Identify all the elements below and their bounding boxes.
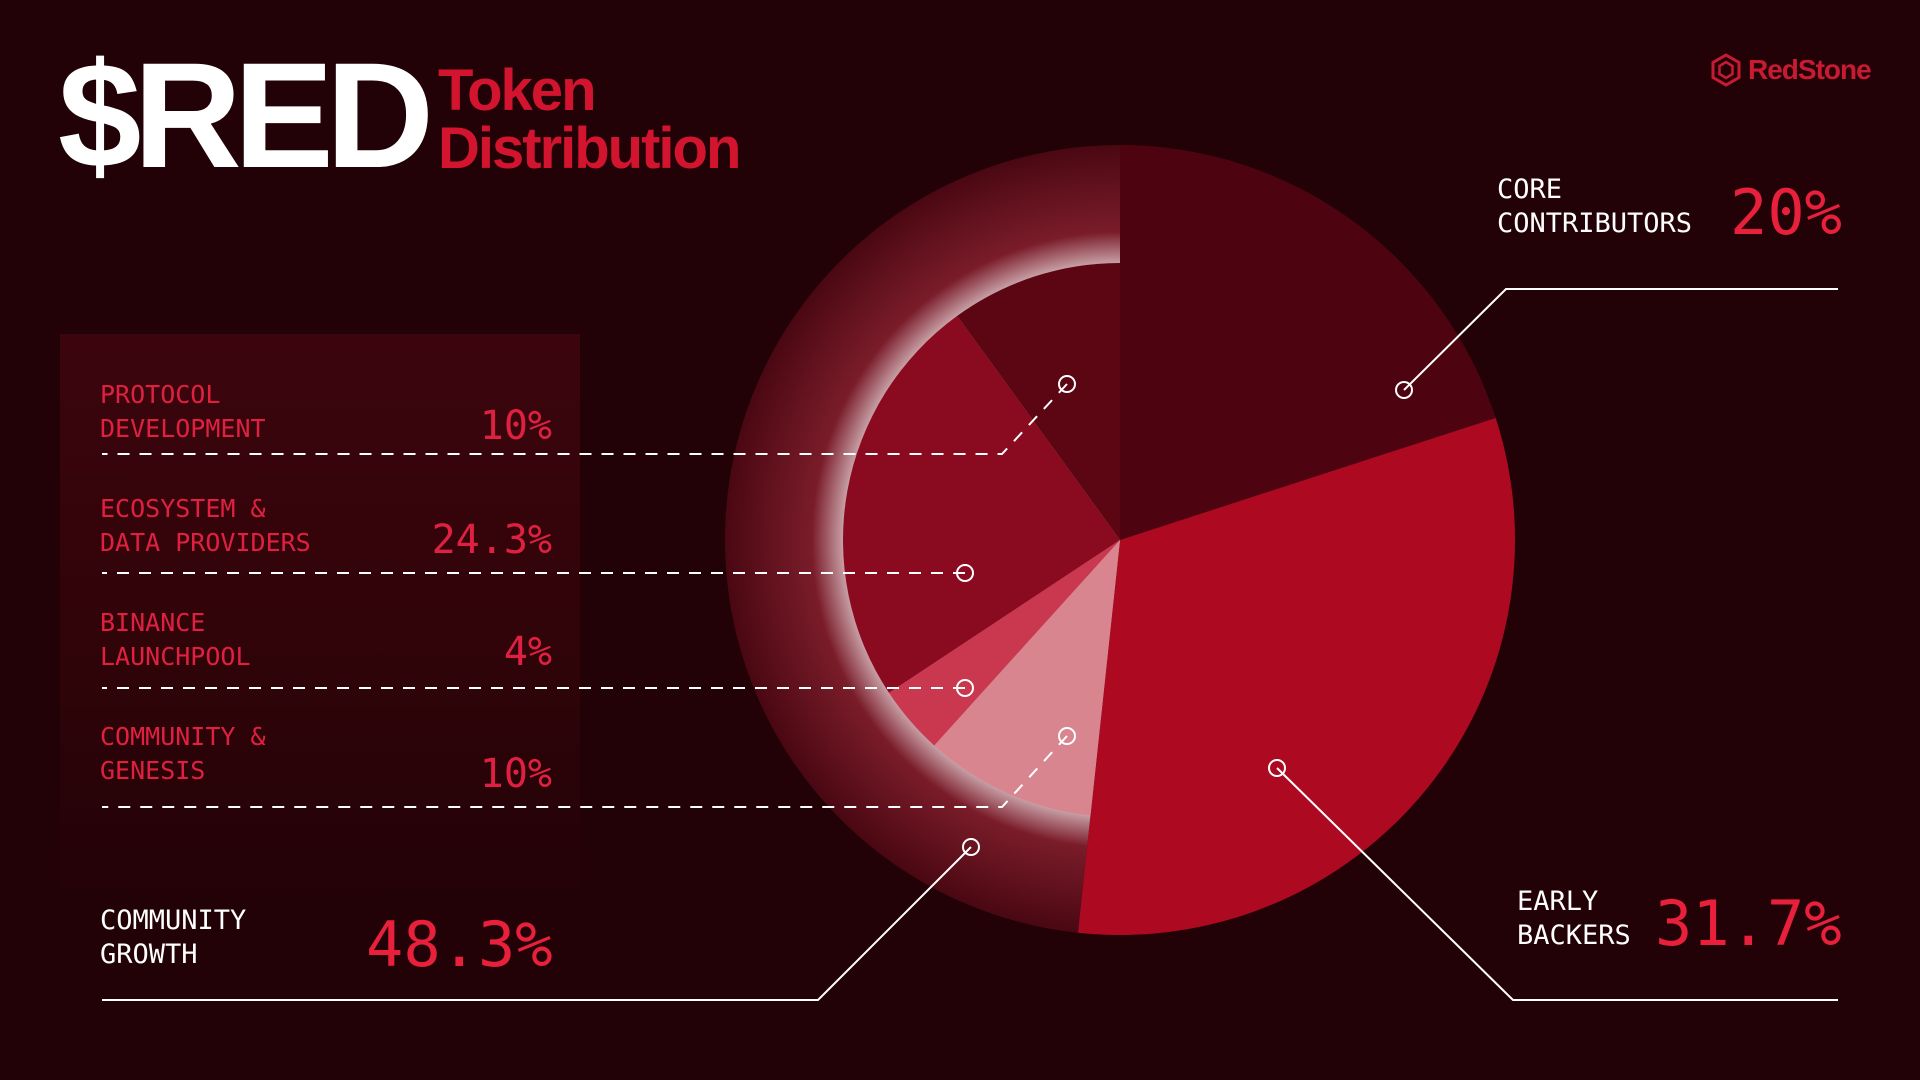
legend-panel xyxy=(60,334,580,894)
legend-pct-binance: 4% xyxy=(503,629,552,675)
legend-label-ecosystem: ECOSYSTEM & DATA PROVIDERS xyxy=(100,494,311,557)
legend-pct-protocol-development: 10% xyxy=(479,403,552,449)
redstone-hexagon-icon xyxy=(1711,53,1741,87)
leader-dot-core-contributors xyxy=(1395,381,1413,399)
subtitle-line-2: Distribution xyxy=(438,116,741,181)
leader-dot-community-growth xyxy=(962,838,980,856)
pie-slice-community-genesis xyxy=(934,540,1120,816)
pie-slice-protocol-development xyxy=(957,263,1120,540)
callout-pct-early-backers: 31.7% xyxy=(1655,887,1842,960)
legend-label-binance: BINANCE LAUNCHPOOL xyxy=(100,608,251,671)
leader-line-community-growth xyxy=(102,846,972,1001)
callout-pct-core-contributors: 20% xyxy=(1730,176,1842,249)
subtitle-line-1: Token xyxy=(438,58,597,123)
leader-line-community-genesis xyxy=(102,735,1068,808)
callout-pct-community-growth: 48.3% xyxy=(366,908,553,981)
leader-line-early-backers xyxy=(1276,767,1838,1001)
pie-slice-ecosystem-data-providers xyxy=(843,315,1120,693)
callout-label-early-backers: EARLY BACKERS xyxy=(1517,886,1631,951)
leader-line-protocol-development xyxy=(102,383,1068,455)
legend-pct-community-genesis: 10% xyxy=(479,751,552,797)
callout-label-core-contributors: CORE CONTRIBUTORS xyxy=(1497,174,1693,239)
brand-logo: RedStone xyxy=(1708,52,1872,88)
leader-dot-ecosystem xyxy=(956,564,974,582)
pie-slice-core-contributors xyxy=(1120,145,1496,540)
legend-label-protocol-development: PROTOCOL DEVELOPMENT xyxy=(100,380,266,443)
leader-dot-community-genesis xyxy=(1058,727,1076,745)
callout-label-community-growth: COMMUNITY GROWTH xyxy=(100,905,247,970)
pie-slice-early-backers xyxy=(1077,417,1516,936)
leader-dot-protocol-development xyxy=(1058,375,1076,393)
leader-dot-early-backers xyxy=(1268,759,1286,777)
leader-line-core-contributors xyxy=(1403,288,1838,391)
leader-dot-binance xyxy=(956,679,974,697)
page-subtitle: Token Distribution xyxy=(438,58,741,181)
page-title: $RED xyxy=(58,31,434,199)
legend-label-community-genesis: COMMUNITY & GENESIS xyxy=(100,722,266,785)
brand-name: RedStone xyxy=(1748,54,1872,85)
legend-pct-ecosystem: 24.3% xyxy=(431,517,552,563)
pie-slice-binance-launchpool xyxy=(888,540,1120,746)
